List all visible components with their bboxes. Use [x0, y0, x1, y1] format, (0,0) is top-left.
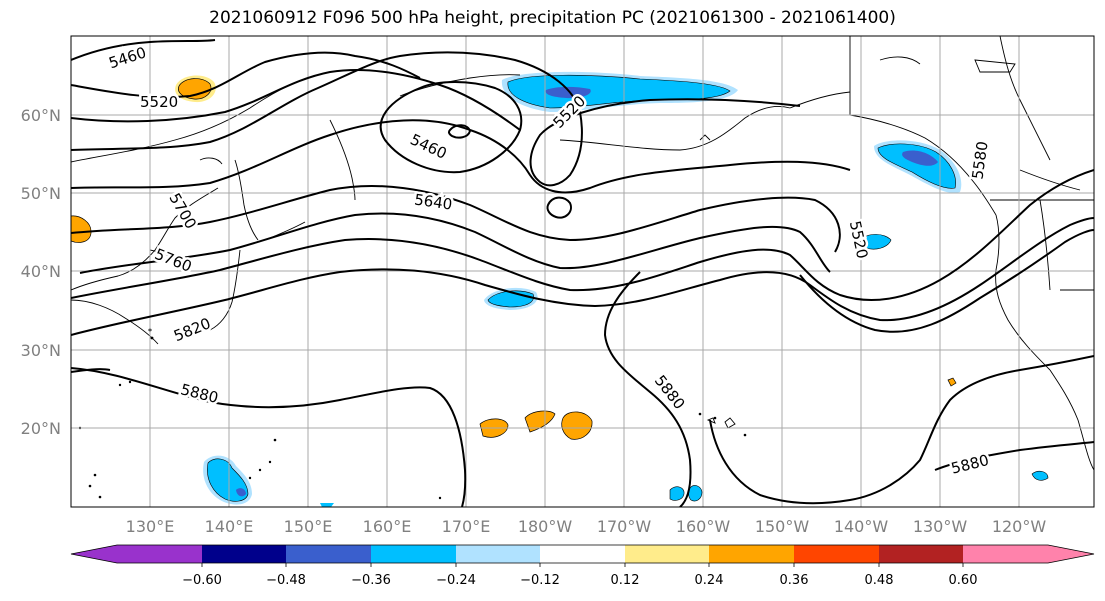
lon-label: 180°W: [518, 517, 573, 536]
lon-label: 150°E: [284, 517, 333, 536]
precip-negative-region: [688, 485, 703, 502]
contour-line: [934, 441, 1094, 471]
lat-label: 60°N: [21, 106, 61, 125]
colorbar-bin: [456, 545, 540, 563]
colorbar-tick-label: −0.36: [351, 573, 391, 588]
lon-label: 120°W: [992, 517, 1047, 536]
precip-negative-region: [236, 488, 246, 497]
lat-label: 40°N: [21, 262, 61, 281]
islands: [78, 328, 747, 500]
contour-line: [71, 119, 851, 194]
contour-line: [71, 217, 1094, 336]
contour-line: [603, 271, 692, 507]
colorbar: −0.60 −0.48 −0.36 −0.24 −0.12 0.12 0.24 …: [70, 544, 1095, 588]
contour-line: [71, 51, 801, 187]
lon-label: 160°W: [676, 517, 731, 536]
lat-label: 20°N: [21, 419, 61, 438]
colorbar-tick-label: −0.60: [182, 573, 222, 588]
contour-line: [71, 51, 421, 99]
precip-negative-region: [545, 86, 591, 99]
contour-label: 5520: [140, 93, 178, 111]
contour-line: [71, 39, 216, 61]
colorbar-tick-label: 0.12: [611, 573, 640, 588]
colorbar-bin: [202, 545, 286, 563]
colorbar-bin: [625, 545, 709, 563]
precip-negative-region: [1031, 470, 1049, 481]
precip-positive-region: [947, 377, 957, 387]
height-contours: [71, 39, 1094, 507]
contour-line: [71, 69, 521, 131]
lon-label: 160°E: [363, 517, 412, 536]
colorbar-bin: [117, 545, 202, 563]
colorbar-bin: [963, 545, 1048, 563]
contour-line: [379, 81, 523, 174]
colorbar-bin: [286, 545, 371, 563]
latitude-labels: 60°N 50°N 40°N 30°N 20°N: [21, 106, 61, 438]
precip-negative-region: [877, 143, 956, 189]
contour-line: [799, 229, 1094, 333]
contour-line: [71, 368, 111, 373]
precip-positive-region: [71, 215, 92, 243]
map-frame: [70, 35, 1095, 508]
colorbar-bin: [540, 545, 625, 563]
colorbar-tick-label: 0.60: [949, 573, 978, 588]
precip-negative-region: [669, 486, 685, 501]
precip-negative-region: [902, 150, 938, 166]
contour-line: [546, 196, 572, 219]
colorbar-outline: [70, 544, 1095, 564]
lon-label: 170°E: [442, 517, 491, 536]
colorbar-bin: [371, 545, 456, 563]
lon-label: 130°W: [913, 517, 968, 536]
precip-positive-region: [178, 78, 212, 100]
lon-label: 170°W: [597, 517, 652, 536]
colorbar-extend-low: [71, 545, 117, 563]
precip-negative-region: [320, 503, 334, 507]
contour-line: [447, 124, 472, 139]
colorbar-bin: [879, 545, 963, 563]
longitude-labels: 130°E 140°E 150°E 160°E 170°E 180°W 170°…: [126, 517, 1047, 536]
colorbar-tick-label: −0.12: [520, 573, 560, 588]
colorbar-bin: [709, 545, 794, 563]
contour-line: [71, 185, 841, 253]
contour-line: [71, 169, 1094, 301]
lat-label: 50°N: [21, 184, 61, 203]
lon-label: 130°E: [126, 517, 175, 536]
colorbar-bin: [794, 545, 879, 563]
contour-line: [71, 367, 467, 507]
colorbar-tick-label: 0.48: [865, 573, 894, 588]
colorbar-extend-high: [1048, 545, 1094, 563]
colorbar-tick-label: −0.48: [266, 573, 306, 588]
lon-label: 140°W: [834, 517, 889, 536]
colorbar-tick-label: −0.24: [436, 573, 476, 588]
lon-label: 150°W: [755, 517, 810, 536]
map-title: 2021060912 F096 500 hPa height, precipit…: [209, 8, 896, 28]
graticule: [71, 36, 1094, 507]
colorbar-tick-label: 0.24: [695, 573, 724, 588]
contour-line: [79, 212, 831, 274]
precip-positive-region: [561, 411, 593, 440]
lat-label: 30°N: [21, 341, 61, 360]
contour-line: [709, 355, 1094, 505]
colorbar-tick-label: 0.36: [780, 573, 809, 588]
coastlines: [71, 36, 1094, 471]
lon-label: 140°E: [205, 517, 254, 536]
precip-positive-region: [524, 410, 556, 433]
